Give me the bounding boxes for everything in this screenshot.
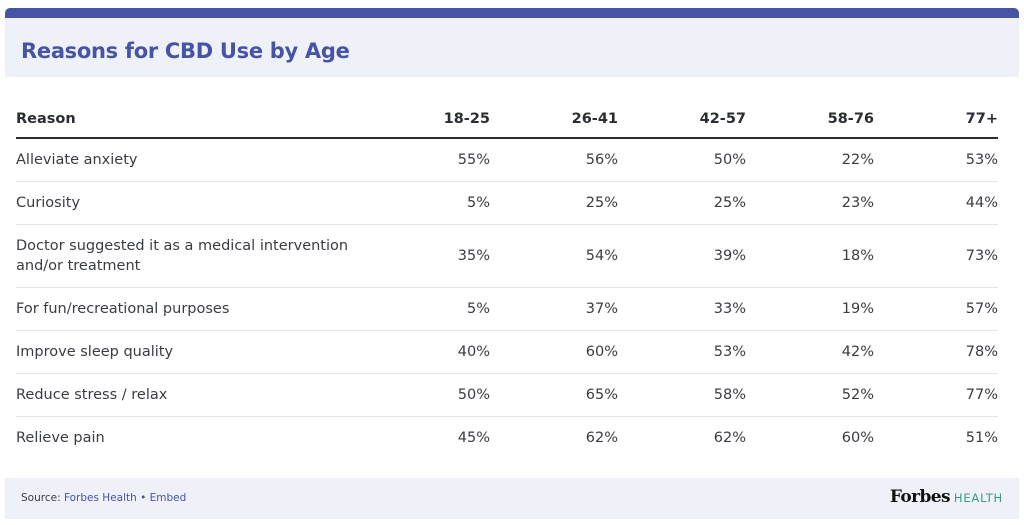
value-cell: 44% [874,181,998,225]
table-row: Doctor suggested it as a medical interve… [16,224,998,288]
table-header-row: Reason 18-25 26-41 42-57 58-76 77+ [16,100,998,139]
table-row: Relieve pain 45% 62% 62% 60% 51% [16,416,998,459]
value-cell: 73% [874,224,998,288]
column-header-reason: Reason [16,100,416,139]
value-cell: 45% [457,429,490,446]
value-cell: 78% [874,330,998,374]
reason-cell: Alleviate anxiety [16,138,416,182]
value-cell: 60% [841,429,874,446]
value-cell: 56% [490,138,618,182]
value-cell: 50% [416,373,490,417]
chart-header: Reasons for CBD Use by Age [5,18,1019,77]
value-cell: 58% [618,373,746,417]
reason-cell: Curiosity [16,181,416,225]
chart-card: Reasons for CBD Use by Age [5,8,1019,519]
chart-title: Reasons for CBD Use by Age [21,39,350,63]
table-row: Reduce stress / relax 50% 65% 58% 52% 77% [16,373,998,417]
value-cell: 37% [490,287,618,331]
value-cell: 60% [490,330,618,374]
value-cell: 22% [746,138,874,182]
table-row: Curiosity 5% 25% 25% 23% 44% [16,181,998,225]
value-cell: 40% [416,330,490,374]
reason-cell: Improve sleep quality [16,330,416,374]
table-row: For fun/recreational purposes 5% 37% 33% 19%… [16,287,998,331]
column-header-42-57: 42-57 [618,100,746,139]
value-cell: 51% [965,429,998,446]
table-body: Alleviate anxiety 55% 56% 50% 22% 53% Curiosit… [16,138,998,459]
reason-cell: Relieve pain [16,429,105,446]
reason-cell: For fun/recreational purposes [16,287,416,331]
value-cell: 25% [490,181,618,225]
data-table: Reason 18-25 26-41 42-57 58-76 77+ Alleviate … [16,100,998,459]
value-cell: 5% [416,181,490,225]
value-cell: 5% [416,287,490,331]
reason-cell: Doctor suggested it as a medical interve… [16,224,416,288]
accent-bar [5,8,1019,18]
value-cell: 57% [874,287,998,331]
value-cell: 53% [618,330,746,374]
value-cell: 53% [874,138,998,182]
column-header-77-: 77+ [874,100,998,139]
reason-cell: Reduce stress / relax [16,373,416,417]
value-cell: 77% [874,373,998,417]
value-cell: 39% [618,224,746,288]
value-cell: 18% [746,224,874,288]
table-row: Alleviate anxiety 55% 56% 50% 22% 53% [16,138,998,182]
table-row: Improve sleep quality 40% 60% 53% 42% 78% [16,330,998,374]
value-cell: 52% [746,373,874,417]
value-cell: 62% [585,429,618,446]
value-cell: 54% [490,224,618,288]
value-cell: 19% [746,287,874,331]
value-cell: 50% [618,138,746,182]
column-header-58-76: 58-76 [746,100,874,139]
value-cell: 23% [746,181,874,225]
column-header-26-41: 26-41 [490,100,618,139]
value-cell: 65% [490,373,618,417]
value-cell: 55% [416,138,490,182]
value-cell: 42% [746,330,874,374]
value-cell: 33% [618,287,746,331]
value-cell: 25% [618,181,746,225]
value-cell: 62% [713,429,746,446]
value-cell: 35% [416,224,490,288]
column-header-18-25: 18-25 [416,100,490,139]
